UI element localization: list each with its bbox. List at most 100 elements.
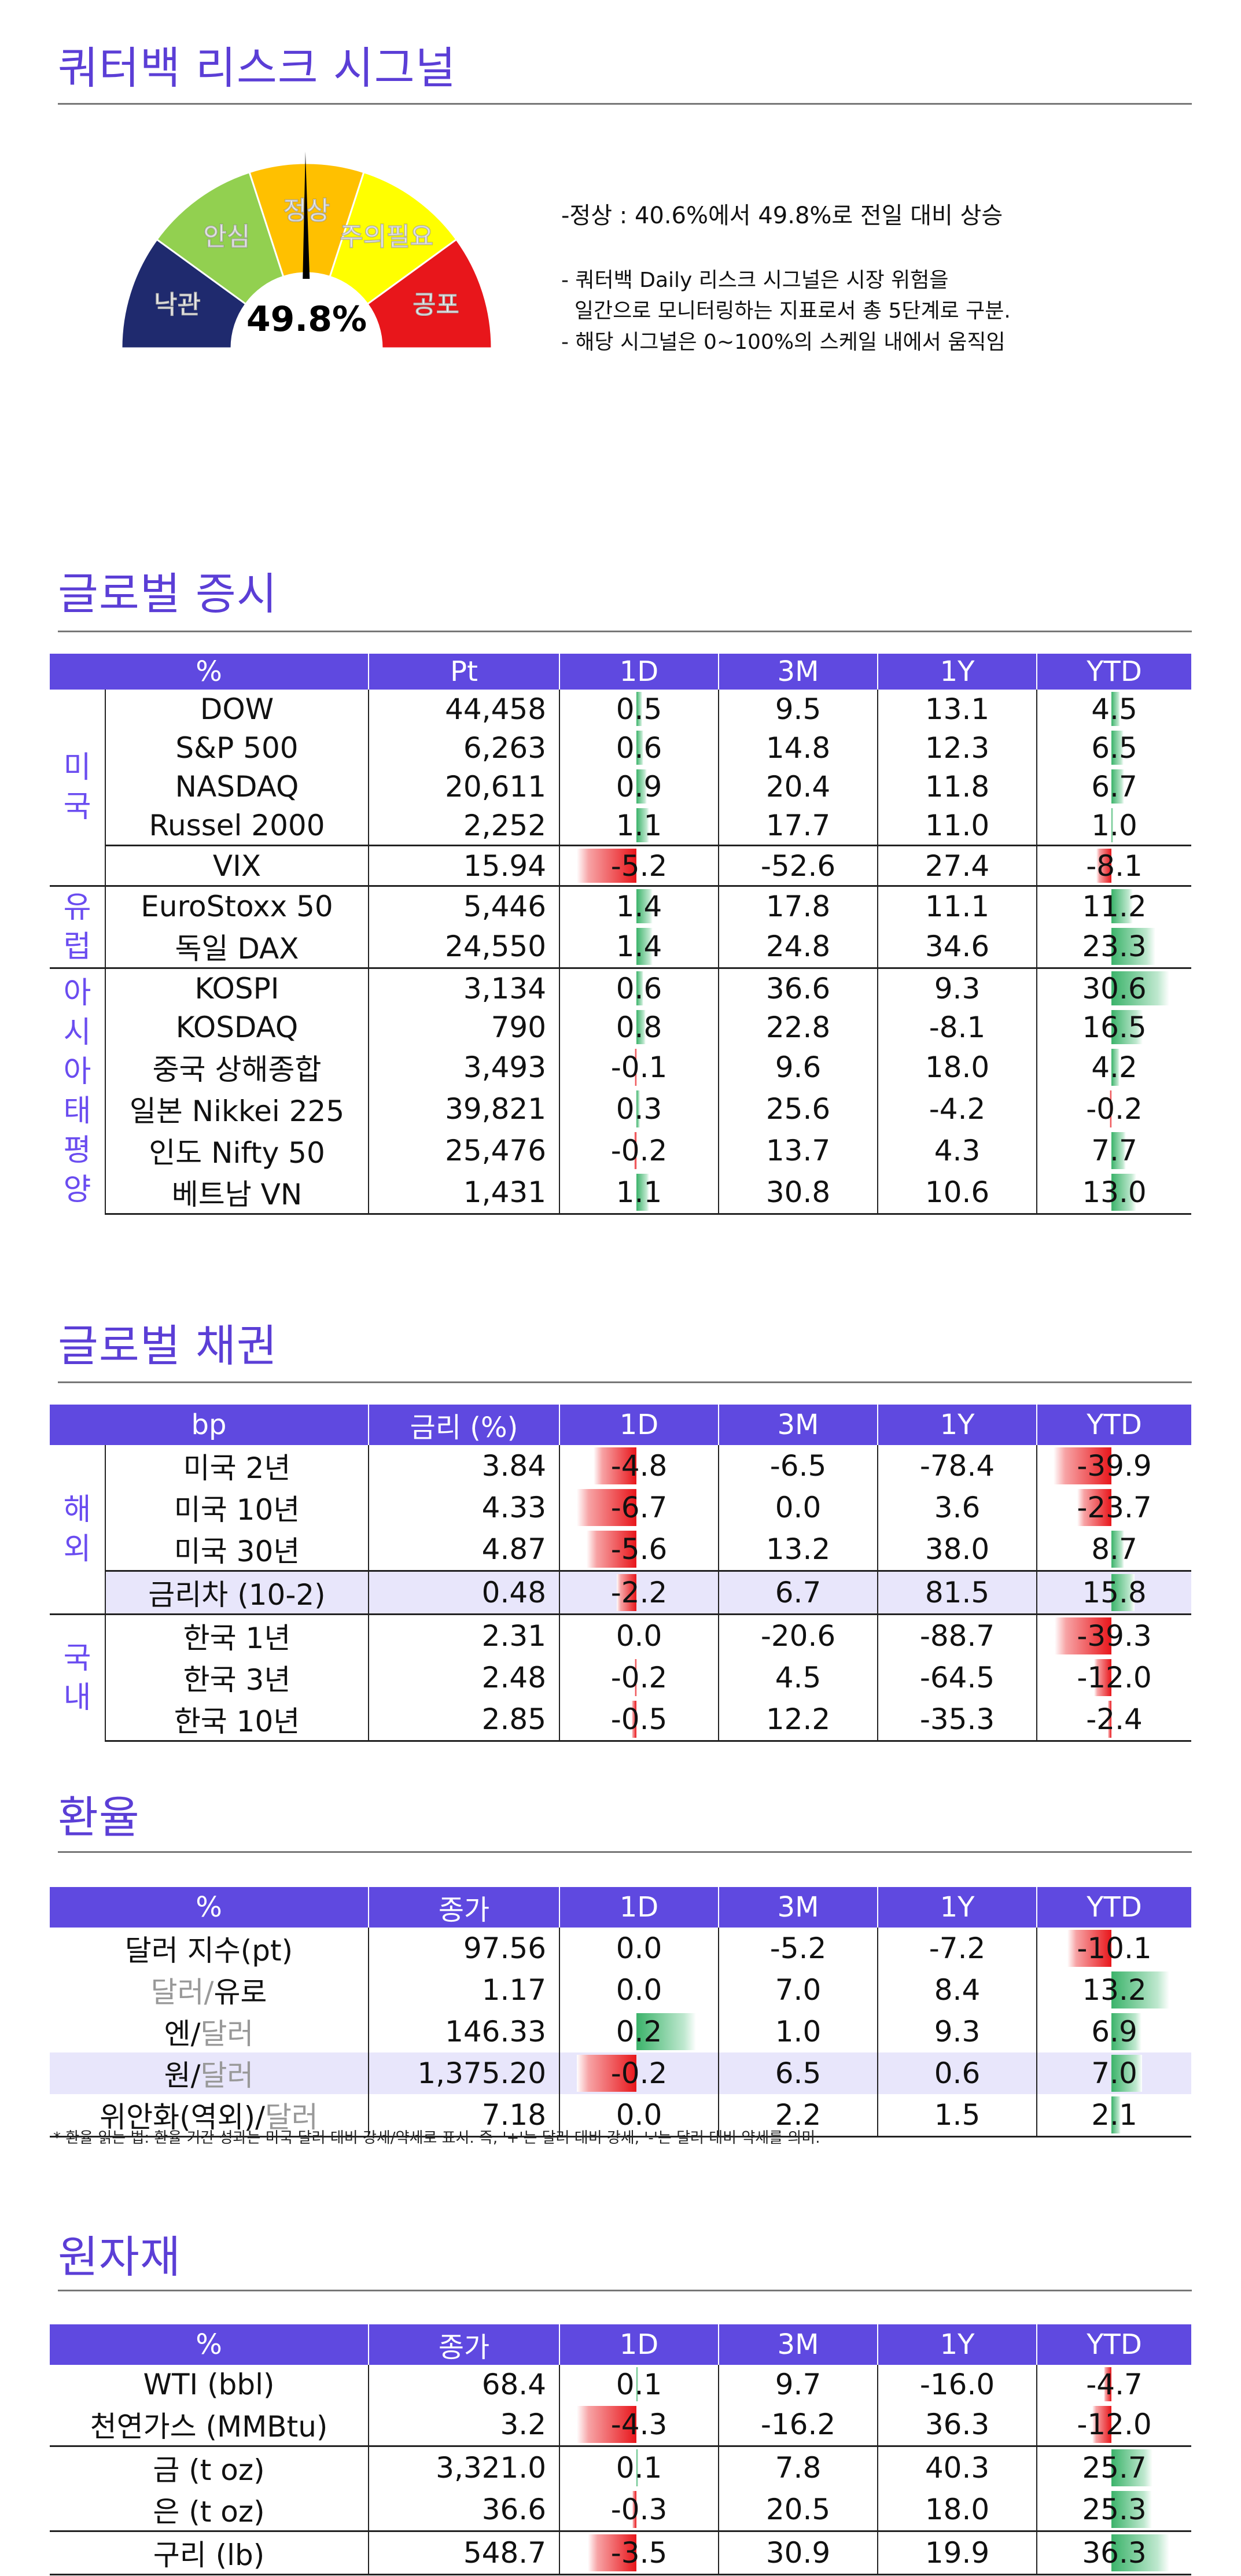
negative-bar: [635, 1049, 637, 1086]
positive-bar: [1111, 2491, 1152, 2528]
cell-value: -4.8: [610, 1449, 668, 1483]
value-cell: 790: [369, 1008, 561, 1046]
row-label-part: 달러 지수(pt): [124, 1934, 293, 1967]
change-ytd-cell: 4.2: [1037, 1046, 1191, 1088]
value-cell: 3,493: [369, 1046, 561, 1088]
header-cell: 3M: [719, 2324, 879, 2365]
change-3m-cell: 4.5: [719, 1657, 878, 1698]
header-cell: YTD: [1037, 1405, 1191, 1445]
cell-value: 4.2: [1091, 1051, 1137, 1084]
negative-bar: [632, 2491, 636, 2528]
table-row: Russel 2000 2,252 1.1 17.7 11.0 1.0: [50, 806, 1191, 846]
row-label: 인도 Nifty 50: [105, 1130, 370, 1171]
cell-value: 13.2: [1082, 1973, 1147, 2007]
cell-value: 0.8: [616, 1010, 662, 1044]
cell-value: 0.0: [616, 1932, 662, 1965]
negative-bar: [577, 1489, 636, 1526]
table-row: VIX 15.94 -5.2 -52.6 27.4 -8.1: [50, 845, 1192, 886]
change-ytd-cell: -2.4: [1037, 1698, 1191, 1742]
title-divider: [58, 103, 1192, 105]
table-row: 은 (t oz) 36.6 -0.3 20.5 18.0 25.3: [50, 2489, 1191, 2531]
change-1d-cell: 0.6: [559, 967, 720, 1008]
header-cell: 1Y: [878, 2324, 1038, 2365]
change-1y-cell: 9.3: [878, 2011, 1038, 2052]
change-1y-cell: -88.7: [878, 1613, 1037, 1657]
gauge-label-2: 안심: [203, 222, 250, 252]
positive-bar: [636, 1010, 646, 1044]
positive-bar: [636, 731, 643, 765]
cell-value: -12.0: [1077, 2408, 1152, 2441]
change-1d-cell: 0.1: [559, 2365, 720, 2404]
fx-footnote: * 환율 읽는 법: 환율 기간 성과는 미국 달러 대비 강세/약세로 표시.…: [53, 2129, 820, 2147]
change-1d-cell: -0.3: [559, 2489, 720, 2531]
change-3m-cell: 7.8: [719, 2445, 879, 2489]
positive-bar: [1111, 2449, 1152, 2486]
row-label: EuroStoxx 50: [105, 885, 370, 926]
negative-bar: [594, 1447, 636, 1484]
change-3m-cell: 6.5: [719, 2052, 879, 2094]
change-1d-cell: 0.0: [559, 1613, 719, 1657]
value-cell: 6,263: [369, 728, 561, 767]
positive-bar: [636, 1174, 649, 1211]
cell-value: 1.4: [616, 889, 662, 923]
cell-value: -39.9: [1077, 1449, 1152, 1483]
region-group-label: 해 외: [50, 1445, 106, 1615]
value-cell: 2.31: [369, 1613, 560, 1657]
change-1y-cell: 4.3: [878, 1130, 1038, 1171]
header-cell: 3M: [719, 1405, 878, 1445]
header-cell: 1D: [559, 1887, 720, 1928]
negative-bar: [1054, 1447, 1112, 1484]
gauge-segment-4: [329, 171, 458, 305]
cell-value: 0.9: [616, 769, 662, 804]
change-1y-cell: 11.1: [878, 885, 1038, 926]
header-cell: YTD: [1037, 2324, 1192, 2365]
change-1d-cell: 1.4: [559, 926, 720, 968]
cell-value: 6.5: [1091, 731, 1137, 765]
change-1d-cell: -6.7: [559, 1487, 719, 1528]
cell-value: -5.6: [610, 1532, 668, 1566]
cell-value: 1.1: [616, 1175, 662, 1209]
row-label: 한국 10년: [105, 1698, 369, 1742]
risk-gauge: 낙관안심정상주의필요공포49.8%: [120, 152, 493, 349]
cell-value: 0.2: [616, 2015, 662, 2048]
cell-value: 7.7: [1091, 1134, 1137, 1167]
change-ytd-cell: 25.7: [1037, 2445, 1192, 2489]
change-ytd-cell: 16.5: [1037, 1008, 1191, 1046]
cell-value: 0.0: [616, 1619, 662, 1653]
positive-bar: [636, 692, 642, 726]
row-label: 구리 (lb): [50, 2530, 370, 2575]
change-3m-cell: 13.7: [719, 1130, 879, 1171]
cell-value: 0.1: [616, 2451, 662, 2485]
change-1y-cell: 11.8: [878, 767, 1038, 806]
table-row: 구리 (lb) 548.7 -3.5 30.9 19.9 36.3: [50, 2530, 1192, 2575]
value-cell: 3,134: [369, 967, 561, 1008]
table-row: KOSDAQ 790 0.8 22.8 -8.1 16.5: [50, 1008, 1191, 1046]
change-1d-cell: -0.1: [559, 1046, 720, 1088]
change-3m-cell: 9.5: [719, 690, 879, 728]
gauge-description-3: - 해당 시그널은 0~100%의 스케일 내에서 움직임: [561, 330, 1006, 354]
positive-bar: [1111, 1971, 1170, 2009]
change-3m-cell: 2.2: [719, 2094, 879, 2138]
table-header-row: % 종가 1D 3M 1Y YTD: [50, 1887, 1192, 1928]
row-label: 금 (t oz): [50, 2445, 370, 2489]
positive-bar: [636, 808, 649, 842]
table-row: 한국 10년 2.85 -0.5 12.2 -35.3 -2.4: [50, 1698, 1191, 1742]
change-1y-cell: -8.1: [878, 1008, 1038, 1046]
change-3m-cell: 12.2: [719, 1698, 878, 1742]
negative-bar: [1110, 1090, 1112, 1127]
cell-value: 25.7: [1082, 2451, 1147, 2485]
negative-bar: [588, 2534, 636, 2571]
positive-bar: [1111, 808, 1114, 842]
row-label: 미국 10년: [105, 1487, 369, 1528]
value-cell: 36.6: [369, 2489, 561, 2531]
change-1y-cell: -16.0: [878, 2365, 1038, 2404]
commodity-table: % 종가 1D 3M 1Y YTD WTI (bbl) 68.4 0.1 9.7 -16.0 -4.7…: [50, 2324, 1192, 2575]
bond-section-title: 글로벌 채권: [58, 1320, 278, 1372]
change-1d-cell: 0.0: [559, 1928, 720, 1969]
change-3m-cell: 1.0: [719, 2011, 879, 2052]
change-3m-cell: 36.6: [719, 967, 879, 1008]
change-ytd-cell: 7.0: [1037, 2052, 1192, 2094]
cell-value: -10.1: [1077, 1932, 1152, 1965]
row-label: KOSPI: [105, 967, 370, 1008]
value-cell: 4.87: [369, 1528, 560, 1571]
